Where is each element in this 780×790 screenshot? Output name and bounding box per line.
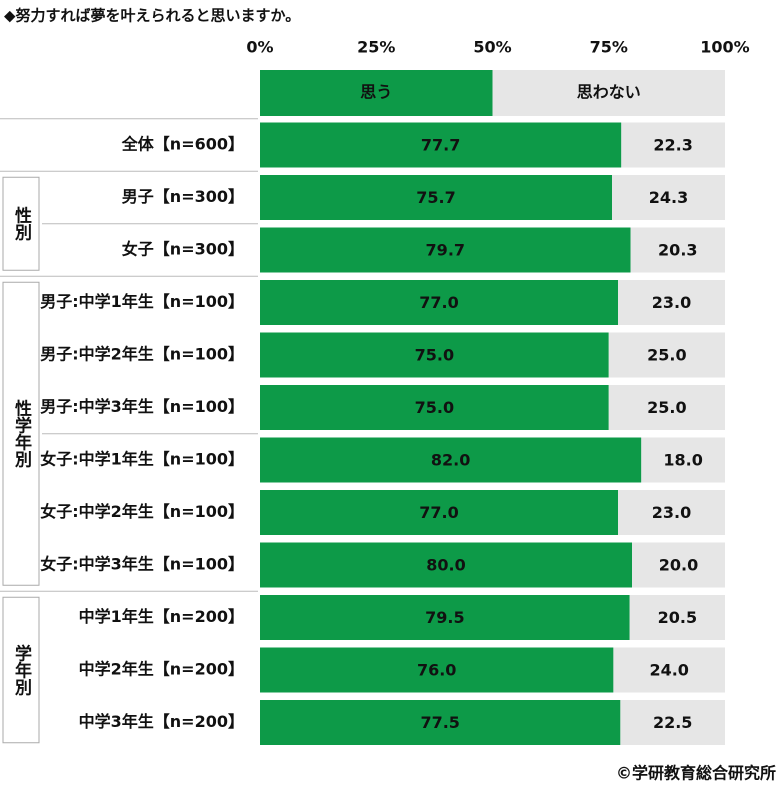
x-tick-label: 50% — [473, 38, 511, 57]
legend-label: 思わない — [577, 83, 641, 102]
bar-segment — [260, 122, 622, 168]
value-label: 22.3 — [653, 136, 692, 155]
value-label: 75.0 — [415, 346, 454, 365]
value-label: 25.0 — [647, 398, 686, 417]
value-label: 82.0 — [431, 451, 470, 470]
x-tick-label: 75% — [590, 38, 628, 57]
bar-segment — [260, 437, 642, 483]
value-label: 77.5 — [420, 713, 459, 732]
bar-segment — [260, 385, 609, 430]
y-tick-label: 男子:中学1年生【n=100】 — [40, 292, 244, 311]
bar-segment — [641, 437, 725, 483]
bar-segment — [260, 332, 609, 378]
bar-segment — [260, 647, 614, 693]
value-label: 25.0 — [647, 346, 686, 365]
value-label: 24.0 — [649, 661, 688, 680]
bar-segment — [260, 595, 630, 640]
bar-segment — [612, 175, 725, 220]
bar-segment — [618, 280, 725, 325]
bar-segment — [618, 490, 725, 535]
bar-segment — [260, 227, 631, 273]
value-label: 80.0 — [426, 556, 465, 575]
group-box — [2, 281, 40, 586]
bar-segment — [613, 647, 725, 693]
value-label: 24.3 — [649, 188, 688, 207]
value-label: 77.7 — [421, 136, 460, 155]
bar-segment — [260, 175, 613, 220]
y-tick-label: 女子:中学1年生【n=100】 — [40, 450, 244, 469]
bar-segment — [632, 542, 725, 588]
bar-segment — [630, 227, 725, 273]
y-tick-label: 女子:中学2年生【n=100】 — [40, 502, 244, 521]
y-tick-label: 男子:中学2年生【n=100】 — [40, 345, 244, 364]
group-box — [2, 176, 40, 271]
bar-segment — [629, 595, 725, 640]
legend-swatch — [260, 70, 493, 116]
value-label: 23.0 — [652, 503, 691, 522]
chart-title: ◆努力すれば夢を叶えられると思いますか。 — [4, 7, 300, 25]
bar-segment — [620, 700, 725, 745]
group-label: 性別 — [11, 206, 33, 242]
y-tick-label: 女子:中学3年生【n=100】 — [40, 555, 244, 574]
y-tick-label: 男子【n=300】 — [122, 187, 244, 206]
value-label: 18.0 — [663, 451, 702, 470]
bar-segment — [260, 490, 619, 535]
y-tick-label: 中学3年生【n=200】 — [79, 712, 244, 731]
x-tick-label: 100% — [700, 38, 749, 57]
value-label: 79.7 — [426, 241, 465, 260]
value-label: 20.0 — [659, 556, 698, 575]
group-label: 性学年別 — [11, 399, 33, 469]
bar-segment — [608, 332, 725, 378]
value-label: 77.0 — [419, 503, 458, 522]
bar-segment — [260, 700, 621, 745]
value-label: 22.5 — [653, 713, 692, 732]
bar-segment — [621, 122, 725, 168]
value-label: 20.3 — [658, 241, 697, 260]
value-label: 75.7 — [416, 188, 455, 207]
value-label: 23.0 — [652, 293, 691, 312]
group-box — [2, 596, 40, 744]
value-label: 79.5 — [425, 608, 464, 627]
y-tick-label: 男子:中学3年生【n=100】 — [40, 397, 244, 416]
y-tick-label: 中学2年生【n=200】 — [79, 660, 244, 679]
legend-label: 思う — [360, 83, 392, 102]
x-tick-label: 0% — [246, 38, 273, 57]
value-label: 76.0 — [417, 661, 456, 680]
value-label: 20.5 — [658, 608, 697, 627]
footer: ©学研教育総合研究所 — [616, 764, 776, 783]
y-tick-label: 女子【n=300】 — [122, 240, 244, 259]
y-tick-label: 全体【n=600】 — [121, 135, 244, 154]
bar-segment — [260, 280, 619, 325]
group-label: 学年別 — [11, 643, 33, 696]
value-label: 77.0 — [419, 293, 458, 312]
bar-segment — [608, 385, 725, 430]
bar-segment — [260, 542, 632, 588]
value-label: 75.0 — [415, 398, 454, 417]
x-tick-label: 25% — [357, 38, 395, 57]
y-tick-label: 中学1年生【n=200】 — [79, 607, 244, 626]
legend-swatch — [492, 70, 725, 116]
